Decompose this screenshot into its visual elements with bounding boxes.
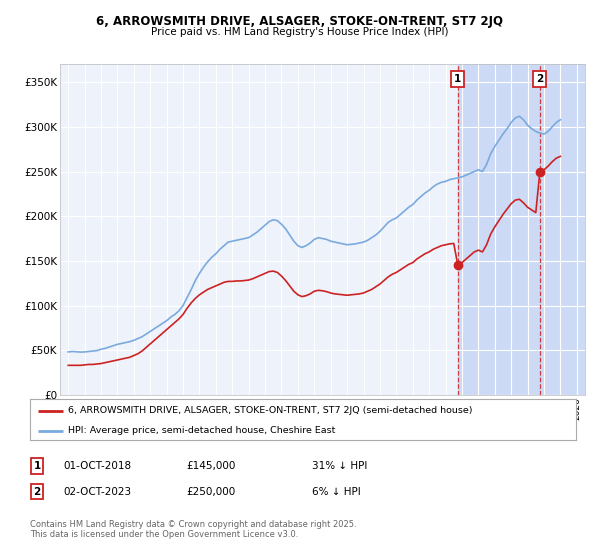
- Text: 2: 2: [536, 74, 544, 84]
- Text: 1: 1: [454, 74, 461, 84]
- Text: Contains HM Land Registry data © Crown copyright and database right 2025.
This d: Contains HM Land Registry data © Crown c…: [30, 520, 356, 539]
- Text: 2: 2: [34, 487, 41, 497]
- Text: 6% ↓ HPI: 6% ↓ HPI: [312, 487, 361, 497]
- Text: 6, ARROWSMITH DRIVE, ALSAGER, STOKE-ON-TRENT, ST7 2JQ (semi-detached house): 6, ARROWSMITH DRIVE, ALSAGER, STOKE-ON-T…: [68, 406, 473, 415]
- Text: 1: 1: [34, 461, 41, 471]
- Text: 31% ↓ HPI: 31% ↓ HPI: [312, 461, 367, 471]
- Text: 02-OCT-2023: 02-OCT-2023: [63, 487, 131, 497]
- Text: £250,000: £250,000: [186, 487, 235, 497]
- Text: 6, ARROWSMITH DRIVE, ALSAGER, STOKE-ON-TRENT, ST7 2JQ: 6, ARROWSMITH DRIVE, ALSAGER, STOKE-ON-T…: [97, 15, 503, 28]
- Text: £145,000: £145,000: [186, 461, 235, 471]
- Text: Price paid vs. HM Land Registry's House Price Index (HPI): Price paid vs. HM Land Registry's House …: [151, 27, 449, 38]
- Text: 01-OCT-2018: 01-OCT-2018: [63, 461, 131, 471]
- Bar: [458, 64, 585, 395]
- Text: HPI: Average price, semi-detached house, Cheshire East: HPI: Average price, semi-detached house,…: [68, 426, 335, 435]
